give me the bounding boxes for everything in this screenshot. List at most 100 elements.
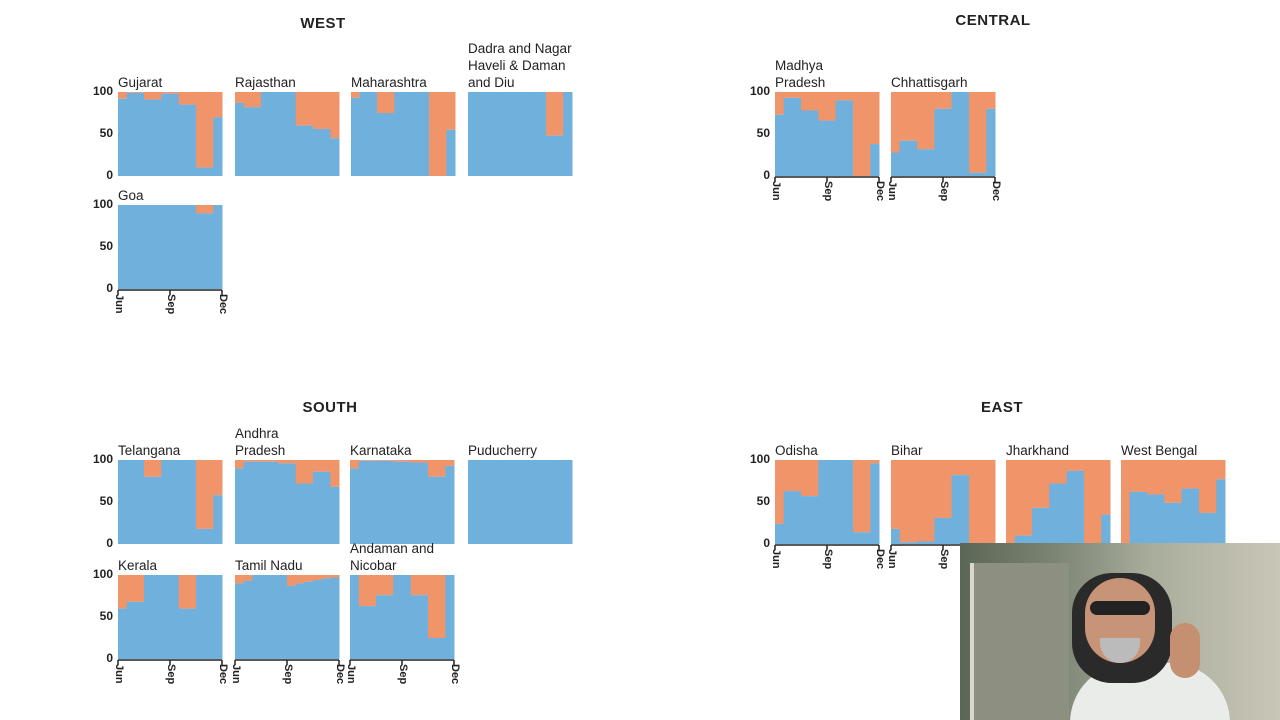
orange-share-step — [1207, 460, 1217, 513]
blue-share-step — [135, 205, 145, 289]
blue-share-step — [891, 152, 901, 176]
blue-share-step — [178, 460, 188, 544]
orange-share-step — [1129, 460, 1139, 492]
orange-share-step — [429, 92, 439, 176]
x-tick-label: Sep — [282, 664, 294, 685]
blue-share-step — [161, 575, 171, 659]
orange-share-step — [986, 92, 996, 109]
blue-share-step — [278, 92, 288, 176]
orange-share-step — [330, 460, 340, 487]
blue-share-step — [446, 129, 456, 176]
orange-share-step — [377, 92, 387, 113]
orange-share-step — [1075, 460, 1085, 471]
orange-share-step — [170, 92, 180, 94]
blue-share-step — [235, 468, 245, 544]
webcam-video-overlay — [960, 543, 1280, 720]
orange-share-step — [278, 460, 288, 464]
panel-title: Jharkhand — [1006, 443, 1070, 458]
blue-share-step — [118, 460, 128, 544]
blue-share-step — [278, 575, 288, 659]
blue-share-step — [261, 92, 271, 176]
orange-share-step — [243, 575, 253, 581]
y-tick-label: 50 — [99, 494, 113, 508]
orange-share-step — [891, 460, 901, 529]
orange-share-step — [178, 92, 188, 105]
orange-share-step — [1121, 460, 1131, 544]
orange-share-step — [969, 460, 979, 544]
panel-title: Puducherry — [468, 443, 538, 458]
orange-share-step — [410, 575, 420, 596]
y-tick-label: 100 — [749, 84, 770, 98]
blue-share-step — [1101, 514, 1111, 544]
orange-share-step — [1040, 460, 1050, 508]
panel-title: Tamil Nadu — [235, 558, 303, 573]
blue-share-step — [295, 125, 305, 176]
x-tick-label: Sep — [822, 549, 834, 570]
y-tick-label: 100 — [749, 452, 770, 466]
blue-share-step — [144, 99, 154, 176]
blue-share-step — [144, 575, 154, 659]
blue-share-step — [295, 483, 305, 544]
orange-share-step — [235, 92, 245, 103]
y-tick-label: 50 — [756, 494, 770, 508]
orange-share-step — [295, 575, 305, 584]
orange-share-step — [1084, 460, 1094, 544]
blue-share-step — [801, 110, 811, 176]
blue-share-step — [252, 107, 262, 176]
blue-share-step — [410, 595, 420, 659]
x-tick-label: Dec — [990, 181, 1002, 202]
blue-share-step — [1014, 535, 1024, 544]
blue-share-step — [144, 476, 154, 544]
x-tick-label: Jun — [770, 549, 782, 569]
orange-share-step — [969, 92, 979, 173]
y-tick-label: 0 — [106, 281, 113, 295]
blue-share-step — [775, 114, 785, 176]
blue-share-step — [494, 92, 504, 176]
orange-share-step — [269, 460, 279, 462]
blue-share-step — [135, 92, 145, 176]
blue-share-step — [213, 205, 223, 289]
orange-share-step — [313, 460, 323, 472]
panel-title: Telangana — [118, 443, 181, 458]
blue-share-step — [1138, 491, 1148, 544]
blue-share-step — [977, 172, 987, 176]
orange-share-step — [126, 92, 136, 93]
blue-share-step — [287, 92, 297, 176]
blue-share-step — [313, 580, 323, 659]
blue-share-step — [187, 608, 197, 659]
orange-share-step — [809, 92, 819, 111]
blue-share-step — [287, 585, 297, 659]
orange-share-step — [419, 460, 429, 463]
x-tick-label: Jun — [886, 181, 898, 201]
orange-share-step — [196, 205, 206, 214]
blue-share-step — [502, 460, 512, 544]
y-tick-label: 50 — [99, 239, 113, 253]
blue-share-step — [118, 608, 128, 659]
blue-share-step — [436, 476, 446, 544]
orange-share-step — [870, 460, 880, 464]
blue-share-step — [187, 205, 197, 289]
blue-share-step — [1075, 470, 1085, 544]
orange-share-step — [204, 92, 214, 168]
blue-share-step — [468, 92, 478, 176]
blue-share-step — [170, 205, 180, 289]
blue-share-step — [917, 541, 927, 544]
orange-share-step — [252, 460, 262, 462]
blue-share-step — [161, 205, 171, 289]
region-title: SOUTH — [302, 399, 358, 416]
y-tick-label: 100 — [92, 452, 113, 466]
orange-share-step — [351, 92, 361, 98]
region-title: CENTRAL — [955, 12, 1031, 29]
panel-title: Madhya Pradesh — [775, 58, 826, 90]
orange-share-step — [943, 92, 953, 109]
blue-share-step — [243, 461, 253, 544]
blue-share-step — [1190, 488, 1200, 544]
x-tick-label: Dec — [874, 181, 886, 202]
blue-share-step — [269, 575, 279, 659]
orange-share-step — [384, 460, 394, 461]
orange-share-step — [196, 92, 206, 168]
orange-share-step — [775, 92, 785, 115]
y-tick-label: 0 — [763, 168, 770, 182]
orange-share-step — [358, 460, 368, 461]
blue-share-step — [809, 110, 819, 176]
